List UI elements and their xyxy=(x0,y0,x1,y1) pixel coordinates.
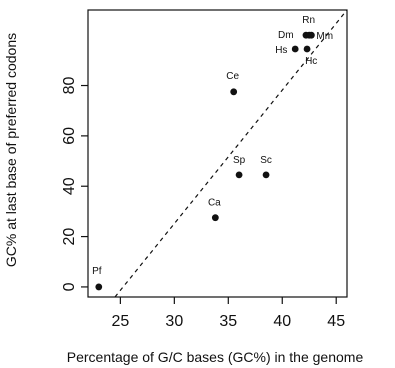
reference-line xyxy=(114,9,348,298)
x-tick-label: 35 xyxy=(219,313,237,330)
y-tick-label: 80 xyxy=(61,77,78,95)
point-label-ce: Ce xyxy=(226,71,239,82)
y-tick-label: 0 xyxy=(61,282,78,291)
x-tick-label: 25 xyxy=(111,313,129,330)
data-point-ce xyxy=(230,88,238,96)
x-axis: 25 30 35 40 45 xyxy=(111,297,345,330)
point-label-sp: Sp xyxy=(233,155,246,166)
x-axis-title: Percentage of G/C bases (GC%) in the gen… xyxy=(67,349,364,365)
data-point-sc xyxy=(262,171,270,179)
point-label-mm: Mm xyxy=(316,31,333,42)
x-tick-label: 40 xyxy=(273,313,291,330)
point-label-hs: Hs xyxy=(275,45,287,56)
data-point-mm xyxy=(307,31,315,39)
point-label-dm: Dm xyxy=(278,30,294,41)
y-tick-label: 20 xyxy=(61,228,78,246)
point-label-rn: Rn xyxy=(302,15,315,26)
y-axis-title: GC% at last base of preferred codons xyxy=(3,33,19,267)
data-point-ca xyxy=(211,214,219,222)
point-label-ca: Ca xyxy=(208,198,221,209)
point-label-hc: Hc xyxy=(305,56,317,67)
y-tick-label: 40 xyxy=(61,177,78,195)
data-point-sp xyxy=(235,171,243,179)
x-tick-label: 30 xyxy=(165,313,183,330)
y-axis: 0 20 40 60 80 xyxy=(61,77,88,291)
point-label-sc: Sc xyxy=(260,155,272,166)
x-tick-label: 45 xyxy=(327,313,345,330)
plot-frame xyxy=(87,9,348,298)
data-point-hs xyxy=(291,45,299,53)
y-tick-label: 60 xyxy=(61,127,78,145)
data-point-hc xyxy=(303,45,311,53)
point-label-pf: Pf xyxy=(92,266,102,277)
data-point-pf xyxy=(95,283,103,291)
